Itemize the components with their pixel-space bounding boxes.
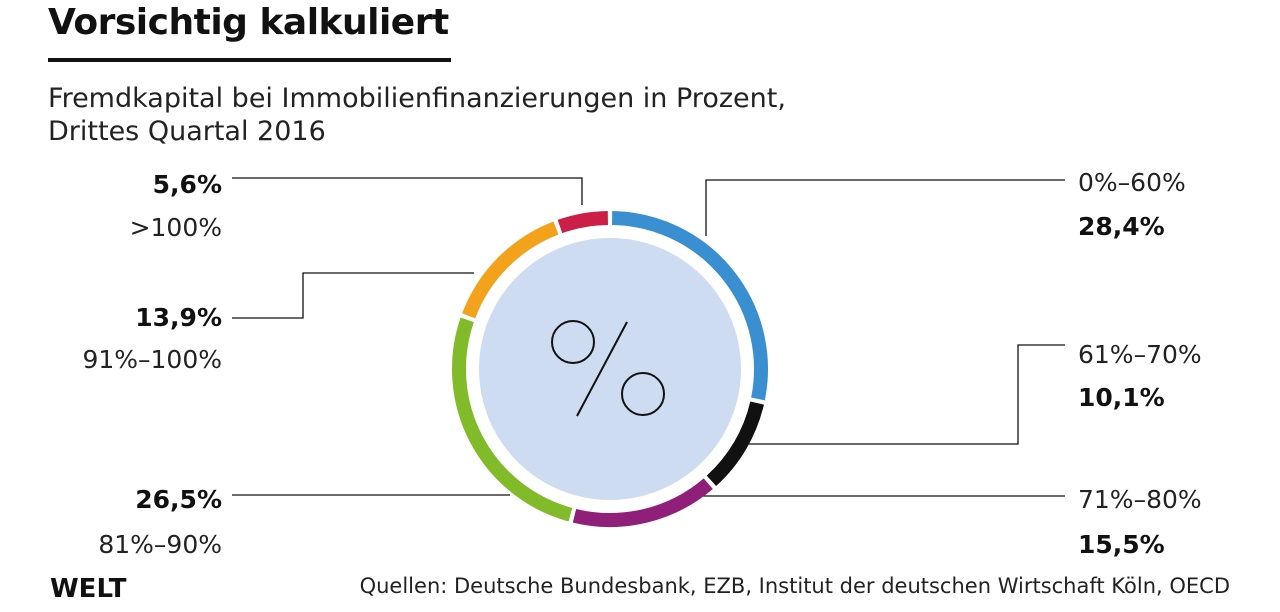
label-category-0-60: 0%–60% xyxy=(1078,168,1186,197)
label-value-91-100: 13,9% xyxy=(135,303,222,332)
label-value-61-70: 10,1% xyxy=(1078,383,1165,412)
slice-gt100 xyxy=(557,211,609,234)
slice-0-60 xyxy=(612,211,768,401)
label-category-81-90: 81%–90% xyxy=(98,530,222,559)
leader-61-70 xyxy=(742,344,1065,445)
slice-91-100 xyxy=(462,221,559,319)
label-category-61-70: 61%–70% xyxy=(1078,340,1202,369)
center-disc xyxy=(479,238,741,500)
title-underline xyxy=(48,58,451,62)
slice-61-70 xyxy=(706,401,764,487)
slice-71-80 xyxy=(572,478,713,527)
donut-slices xyxy=(452,211,768,527)
source-note: Quellen: Deutsche Bundesbank, EZB, Insti… xyxy=(359,574,1230,598)
label-category-91-100: 91%–100% xyxy=(82,345,222,374)
leader-lines xyxy=(232,177,1065,497)
label-value-gt100: 5,6% xyxy=(152,170,222,199)
percent-symbol-icon xyxy=(551,320,665,417)
label-value-71-80: 15,5% xyxy=(1078,530,1165,559)
slice-81-90 xyxy=(452,317,573,522)
label-value-81-90: 26,5% xyxy=(135,485,222,514)
subtitle-line-1: Fremdkapital bei Immobilienfinanzierunge… xyxy=(48,83,786,114)
leader-gt100 xyxy=(232,177,583,205)
subtitle-line-2: Drittes Quartal 2016 xyxy=(48,116,326,147)
leader-91-100 xyxy=(232,272,474,319)
welt-logo: WELT xyxy=(50,574,127,604)
chart-subtitle: Fremdkapital bei Immobilienfinanzierunge… xyxy=(48,82,786,148)
label-category-71-80: 71%–80% xyxy=(1078,485,1202,514)
label-value-0-60: 28,4% xyxy=(1078,212,1165,241)
chart-title: Vorsichtig kalkuliert xyxy=(48,2,449,43)
label-category-gt100: >100% xyxy=(129,213,222,242)
leader-0-60 xyxy=(705,179,1065,236)
